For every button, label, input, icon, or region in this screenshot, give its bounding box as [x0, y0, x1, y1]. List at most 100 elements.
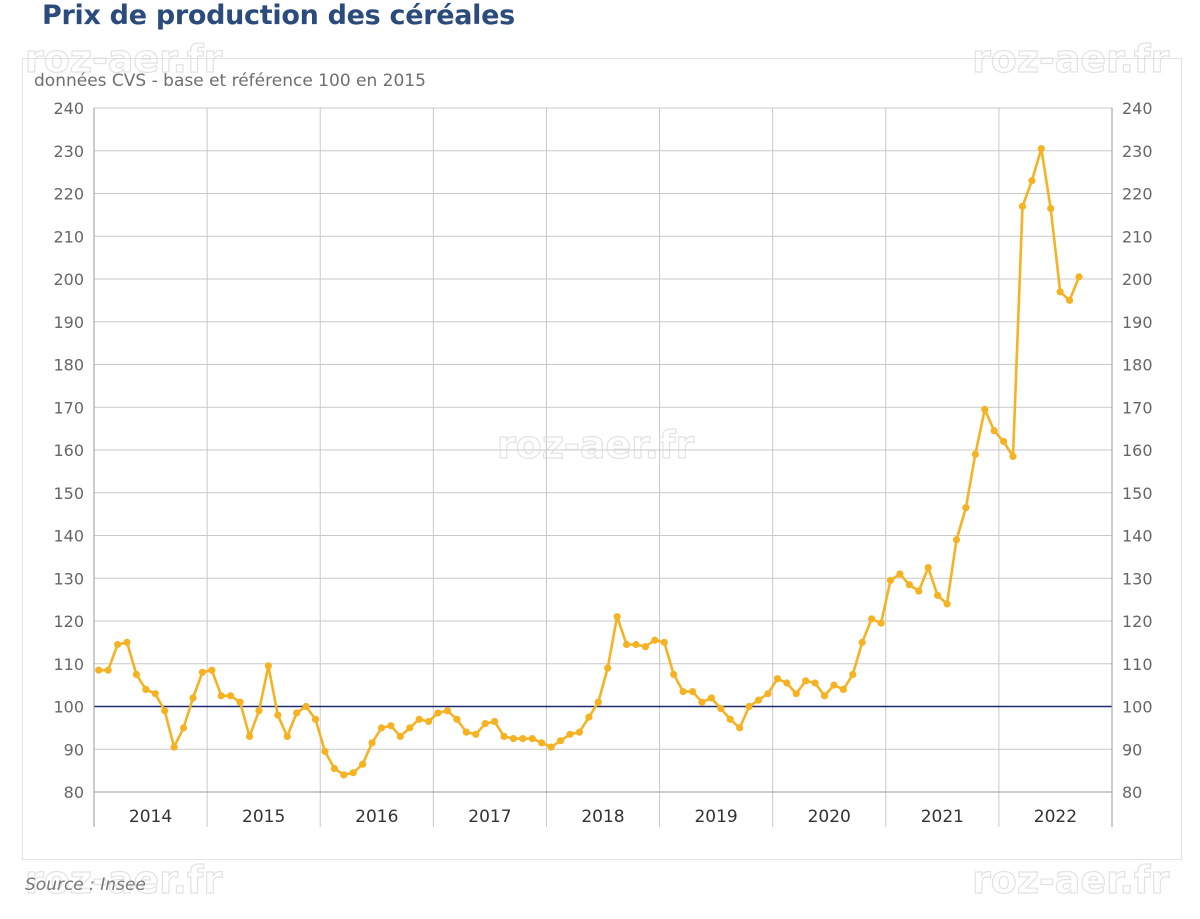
data-point-59	[651, 636, 659, 644]
data-point-40	[472, 730, 480, 738]
data-point-68	[736, 724, 744, 732]
chart-title: Prix de production des céréales	[42, 0, 515, 31]
y-axis-right-ticks: 80 90 100 110 120 130 140 150 160 170 180 190 200 210…	[1122, 99, 1153, 802]
data-point-95	[990, 427, 998, 435]
y-tick-right-220: 220	[1122, 185, 1153, 204]
gridlines	[93, 107, 1113, 827]
y-tick-right-230: 230	[1122, 142, 1153, 161]
x-label-2014: 2014	[129, 807, 172, 827]
y-tick-left-210: 210	[53, 227, 84, 246]
watermark-4: roz-aer.fr	[972, 858, 1169, 902]
watermarks: roz-aer.fr roz-aer.fr roz-aer.fr roz-aer.fr…	[24, 36, 1170, 902]
data-point-17	[255, 707, 263, 715]
y-tick-left-80: 80	[64, 783, 84, 802]
watermark-3: roz-aer.fr	[25, 858, 222, 902]
data-point-35	[425, 717, 433, 726]
data-point-84	[886, 576, 895, 584]
y-tick-left-160: 160	[53, 441, 84, 460]
data-point-86	[905, 581, 913, 589]
data-point-20	[283, 732, 291, 741]
y-tick-right-140: 140	[1122, 527, 1153, 546]
y-tick-left-220: 220	[53, 185, 84, 204]
data-point-65	[707, 694, 715, 702]
data-point-75	[802, 677, 810, 685]
data-point-66	[717, 705, 725, 713]
data-point-58	[641, 643, 650, 651]
data-point-87	[915, 587, 923, 595]
data-point-23	[311, 715, 320, 723]
data-point-32	[396, 732, 404, 741]
data-point-76	[811, 679, 819, 687]
data-point-13	[217, 692, 225, 700]
data-point-41	[481, 720, 489, 728]
y-tick-right-240: 240	[1122, 99, 1153, 118]
data-point-88	[924, 563, 932, 572]
data-point-48	[547, 743, 555, 751]
data-point-70	[754, 696, 763, 704]
data-point-61	[670, 670, 678, 679]
data-point-64	[698, 698, 706, 706]
data-point-81	[858, 638, 866, 646]
data-point-80	[849, 670, 857, 679]
data-point-21	[293, 709, 301, 717]
data-point-37	[443, 707, 452, 715]
data-point-12	[208, 666, 216, 674]
data-point-3	[123, 638, 131, 646]
data-point-4	[132, 670, 141, 679]
data-point-60	[660, 638, 668, 646]
data-point-49	[556, 737, 565, 745]
data-point-31	[387, 722, 395, 730]
y-tick-right-160: 160	[1122, 441, 1153, 460]
y-tick-right-200: 200	[1122, 270, 1153, 289]
data-point-55	[613, 613, 621, 621]
data-point-29	[368, 739, 376, 747]
data-point-26	[340, 771, 348, 779]
y-tick-left-240: 240	[53, 99, 84, 118]
y-tick-left-90: 90	[64, 740, 84, 759]
y-tick-right-150: 150	[1122, 484, 1153, 503]
data-point-56	[622, 640, 631, 649]
data-point-28	[359, 760, 367, 768]
data-point-33	[406, 724, 414, 732]
data-point-91	[952, 536, 961, 544]
data-point-10	[189, 694, 197, 702]
data-point-38	[453, 715, 461, 723]
y-tick-right-170: 170	[1122, 398, 1153, 417]
data-point-1	[104, 666, 112, 674]
y-tick-left-200: 200	[53, 270, 84, 289]
data-point-50	[566, 730, 574, 738]
data-point-14	[227, 692, 235, 700]
data-point-100	[1037, 145, 1045, 153]
data-point-7	[161, 707, 169, 715]
y-tick-left-120: 120	[53, 612, 84, 631]
x-label-2015: 2015	[242, 807, 285, 827]
y-tick-right-120: 120	[1122, 612, 1153, 631]
data-point-96	[1000, 437, 1008, 446]
y-tick-left-150: 150	[53, 484, 84, 503]
data-point-102	[1056, 288, 1064, 296]
y-tick-left-230: 230	[53, 142, 84, 161]
data-point-57	[632, 640, 640, 649]
data-point-97	[1009, 452, 1017, 461]
watermark-1: roz-aer.fr	[972, 37, 1169, 81]
data-point-8	[170, 743, 178, 751]
data-point-78	[830, 681, 838, 689]
data-point-67	[726, 715, 734, 723]
data-point-54	[604, 664, 612, 672]
y-tick-left-170: 170	[53, 398, 84, 417]
y-tick-right-130: 130	[1122, 569, 1153, 588]
x-label-2021: 2021	[921, 807, 964, 827]
data-point-2	[113, 640, 122, 649]
data-point-83	[877, 619, 885, 627]
x-label-2019: 2019	[694, 807, 737, 827]
data-point-18	[264, 662, 272, 670]
y-tick-right-80: 80	[1122, 783, 1142, 802]
data-point-62	[679, 687, 687, 696]
x-label-2020: 2020	[808, 807, 851, 827]
data-point-53	[594, 698, 602, 706]
data-point-69	[745, 702, 753, 711]
data-point-104	[1075, 273, 1083, 281]
data-point-39	[462, 728, 470, 736]
data-point-101	[1047, 204, 1055, 213]
